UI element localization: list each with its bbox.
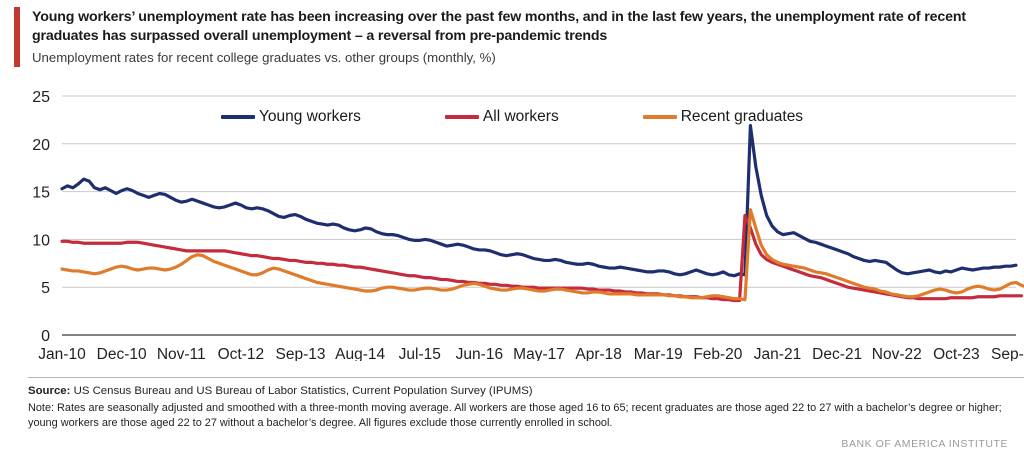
x-axis-tick-label: Sep-13 [276, 346, 326, 361]
y-axis-tick-label: 20 [32, 137, 50, 154]
x-axis-tick-label: Nov-22 [872, 346, 922, 361]
brand-attribution: BANK OF AMERICA INSTITUTE [841, 438, 1008, 450]
line-chart: 0 5 10 15 20 25 Jan-10 Dec-10 Nov-11 Oct-12 Sep-13… [32, 89, 1024, 361]
chart-container: 0 5 10 15 20 25 Jan-10 Dec-10 Nov-11 Oct-12 Sep-13… [0, 86, 1024, 361]
x-axis-tick-label: Sep-24 [991, 346, 1024, 361]
series-line [60, 124, 1018, 278]
footer: Source: US Census Bureau and US Bureau o… [28, 383, 1008, 431]
source-label: Source: [28, 385, 71, 397]
x-axis-tick-label: Feb-20 [693, 346, 742, 361]
header: Young workers’ unemployment rate has bee… [0, 0, 1024, 67]
source-text: US Census Bureau and US Bureau of Labor … [70, 385, 533, 397]
page-title: Young workers’ unemployment rate has bee… [32, 9, 966, 44]
source-line: Source: US Census Bureau and US Bureau o… [28, 383, 1008, 399]
x-axis-tick-label: Oct-12 [218, 346, 265, 361]
title-accent-bar [14, 7, 20, 67]
y-axis-tick-label: 10 [32, 232, 50, 249]
footer-divider [28, 377, 1024, 378]
y-axis-tick-label: 0 [41, 328, 50, 345]
header-text-block: Young workers’ unemployment rate has bee… [32, 7, 1010, 67]
x-axis-tick-label: Jun-16 [456, 346, 503, 361]
x-axis-tick-label: Jul-15 [399, 346, 441, 361]
y-axis-tick-label: 15 [32, 185, 50, 202]
x-axis-tick-label: Oct-23 [933, 346, 980, 361]
x-axis-tick-label: Dec-21 [812, 346, 862, 361]
x-axis-tick-label: Mar-19 [634, 346, 683, 361]
series-line [60, 213, 1024, 303]
series-line [60, 208, 1024, 302]
x-axis-tick-label: Nov-11 [157, 346, 206, 361]
x-axis-tick-label: Apr-18 [575, 346, 622, 361]
page-subtitle: Unemployment rates for recent college gr… [32, 50, 496, 65]
y-axis-tick-label: 25 [32, 89, 50, 106]
x-axis-tick-label: Jan-10 [38, 346, 86, 361]
x-axis-tick-label: Dec-10 [97, 346, 147, 361]
note-line: Note: Rates are seasonally adjusted and … [28, 402, 1002, 429]
x-axis-tick-label: Jan-21 [754, 346, 801, 361]
x-axis-tick-label: May-17 [513, 346, 565, 361]
y-axis-tick-label: 5 [41, 280, 50, 297]
x-axis-tick-label: Aug-14 [335, 346, 385, 361]
